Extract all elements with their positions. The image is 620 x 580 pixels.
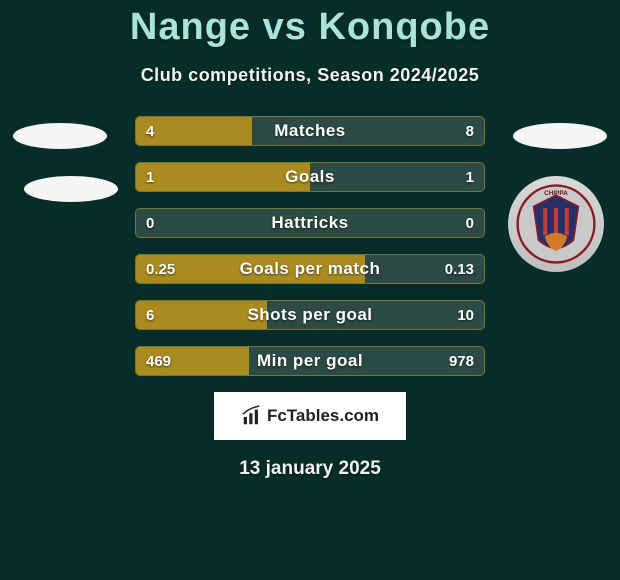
stat-row: 469978Min per goal bbox=[135, 346, 485, 376]
team-badge-placeholder-left-2 bbox=[24, 176, 118, 202]
chart-icon bbox=[241, 405, 263, 427]
stat-label: Matches bbox=[136, 117, 484, 145]
page-title: Nange vs Konqobe bbox=[0, 0, 620, 49]
stat-row: 48Matches bbox=[135, 116, 485, 146]
stat-row: 0.250.13Goals per match bbox=[135, 254, 485, 284]
stat-row: 11Goals bbox=[135, 162, 485, 192]
stat-label: Shots per goal bbox=[136, 301, 484, 329]
stat-label: Hattricks bbox=[136, 209, 484, 237]
stat-row: 00Hattricks bbox=[135, 208, 485, 238]
stat-label: Min per goal bbox=[136, 347, 484, 375]
brand-box[interactable]: FcTables.com bbox=[214, 392, 406, 440]
team-badge-placeholder-right-1 bbox=[513, 123, 607, 149]
svg-text:CHIPPA: CHIPPA bbox=[544, 190, 568, 197]
player2-name: Konqobe bbox=[318, 6, 490, 48]
stat-label: Goals per match bbox=[136, 255, 484, 283]
stat-row: 610Shots per goal bbox=[135, 300, 485, 330]
team-emblem: CHIPPA bbox=[508, 176, 604, 272]
vs-text: vs bbox=[263, 6, 307, 48]
brand-text: FcTables.com bbox=[267, 406, 379, 426]
subtitle: Club competitions, Season 2024/2025 bbox=[0, 65, 620, 86]
team-badge-placeholder-left-1 bbox=[13, 123, 107, 149]
stats-container: 48Matches 11Goals 00Hattricks 0.250.13Goals… bbox=[135, 116, 485, 376]
date-text: 13 january 2025 bbox=[0, 458, 620, 480]
stat-label: Goals bbox=[136, 163, 484, 191]
player1-name: Nange bbox=[130, 6, 251, 48]
